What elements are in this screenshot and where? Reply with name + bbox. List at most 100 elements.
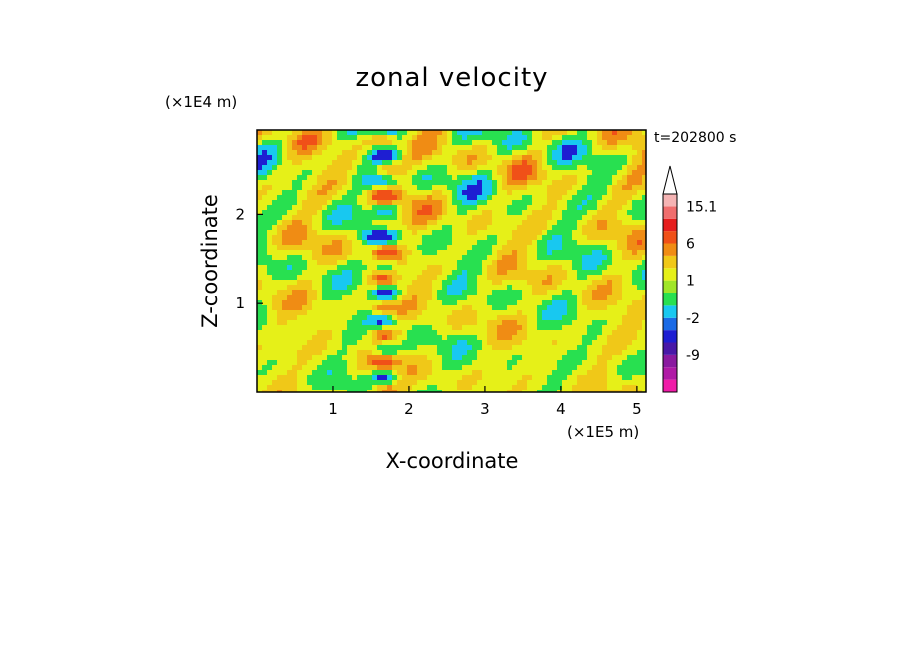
- field-cell: [492, 200, 498, 206]
- field-cell: [487, 235, 493, 241]
- field-cell: [277, 305, 283, 311]
- field-cell: [572, 295, 578, 301]
- field-cell: [267, 370, 273, 376]
- field-cell: [517, 310, 523, 316]
- field-cell: [447, 200, 453, 206]
- field-cell: [462, 210, 468, 216]
- field-cell: [282, 230, 288, 236]
- field-cell: [487, 240, 493, 246]
- field-cell: [342, 195, 348, 201]
- field-cell: [607, 385, 613, 391]
- field-cell: [392, 340, 398, 346]
- field-cell: [587, 380, 593, 386]
- field-cell: [442, 350, 448, 356]
- field-cell: [367, 330, 373, 336]
- field-cell: [582, 360, 588, 366]
- field-cell: [472, 340, 478, 346]
- field-cell: [282, 305, 288, 311]
- field-cell: [482, 260, 488, 266]
- field-cell: [347, 180, 353, 186]
- field-cell: [557, 175, 563, 181]
- field-cell: [387, 330, 393, 336]
- field-cell: [617, 195, 623, 201]
- field-cell: [312, 145, 318, 151]
- field-cell: [417, 150, 423, 156]
- field-cell: [542, 255, 548, 261]
- field-cell: [542, 310, 548, 316]
- field-cell: [462, 165, 468, 171]
- field-cell: [622, 130, 628, 136]
- field-cell: [447, 375, 453, 381]
- field-cell: [617, 340, 623, 346]
- field-cell: [542, 355, 548, 361]
- field-cell: [382, 345, 388, 351]
- field-cell: [452, 195, 458, 201]
- field-cell: [357, 335, 363, 341]
- field-cell: [452, 295, 458, 301]
- field-cell: [587, 315, 593, 321]
- field-cell: [307, 255, 313, 261]
- field-cell: [607, 355, 613, 361]
- field-cell: [547, 230, 553, 236]
- field-cell: [427, 355, 433, 361]
- field-cell: [452, 280, 458, 286]
- field-cell: [362, 390, 368, 392]
- field-cell: [307, 175, 313, 181]
- field-cell: [422, 335, 428, 341]
- field-cell: [532, 335, 538, 341]
- field-cell: [337, 280, 343, 286]
- field-cell: [477, 250, 483, 256]
- field-cell: [392, 290, 398, 296]
- field-cell: [447, 325, 453, 331]
- field-cell: [282, 135, 288, 141]
- field-cell: [492, 195, 498, 201]
- field-cell: [522, 265, 528, 271]
- field-cell: [507, 140, 513, 146]
- field-cell: [337, 390, 343, 392]
- field-cell: [337, 375, 343, 381]
- field-cell: [542, 300, 548, 306]
- field-cell: [477, 390, 483, 392]
- field-cell: [272, 270, 278, 276]
- field-cell: [307, 205, 313, 211]
- field-cell: [517, 255, 523, 261]
- field-cell: [632, 195, 638, 201]
- field-cell: [287, 185, 293, 191]
- field-cell: [327, 350, 333, 356]
- field-cell: [622, 245, 628, 251]
- field-cell: [507, 375, 513, 381]
- field-cell: [497, 155, 503, 161]
- field-cell: [542, 235, 548, 241]
- field-cell: [497, 250, 503, 256]
- field-cell: [407, 310, 413, 316]
- field-cell: [412, 245, 418, 251]
- field-cell: [352, 135, 358, 141]
- field-cell: [267, 325, 273, 331]
- field-cell: [267, 335, 273, 341]
- field-cell: [342, 305, 348, 311]
- field-cell: [267, 375, 273, 381]
- field-cell: [637, 165, 643, 171]
- field-cell: [477, 340, 483, 346]
- field-cell: [622, 295, 628, 301]
- field-cell: [442, 265, 448, 271]
- field-cell: [467, 155, 473, 161]
- field-cell: [302, 320, 308, 326]
- field-cell: [412, 315, 418, 321]
- field-cell: [612, 165, 618, 171]
- field-cell: [432, 160, 438, 166]
- field-cell: [452, 275, 458, 281]
- field-cell: [302, 250, 308, 256]
- field-cell: [452, 225, 458, 231]
- field-cell: [632, 280, 638, 286]
- plot-frame: [256, 129, 647, 393]
- field-cell: [282, 300, 288, 306]
- field-cell: [407, 150, 413, 156]
- field-cell: [597, 350, 603, 356]
- field-cell: [302, 135, 308, 141]
- field-cell: [472, 195, 478, 201]
- field-cell: [522, 285, 528, 291]
- field-cell: [342, 285, 348, 291]
- field-cell: [572, 270, 578, 276]
- field-cell: [452, 250, 458, 256]
